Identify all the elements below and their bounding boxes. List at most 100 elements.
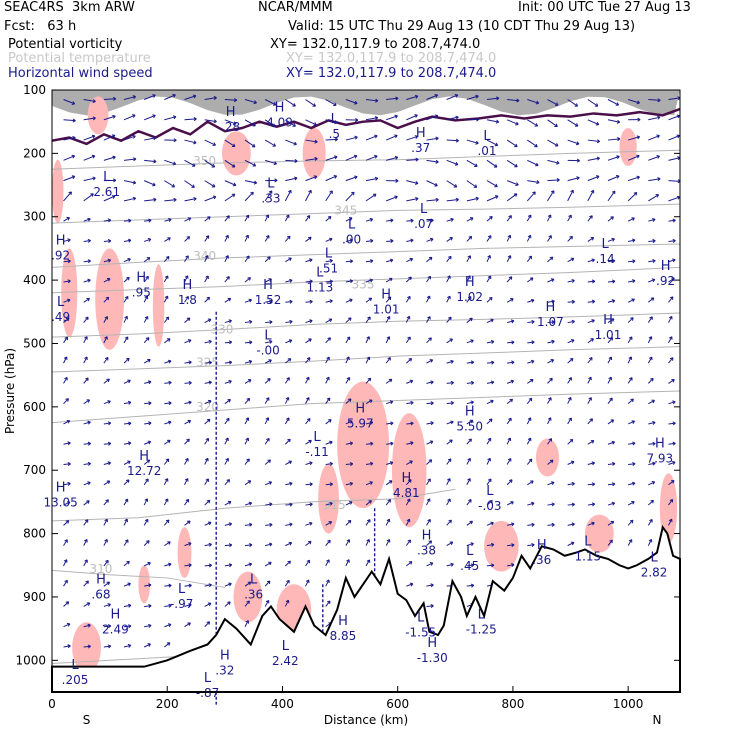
wind-vector: [103, 219, 111, 222]
wind-vector: [345, 539, 350, 546]
wind-vector-head: [185, 458, 189, 462]
wind-vector-head: [228, 522, 232, 527]
wind-vector-head: [148, 603, 152, 608]
wind-vector: [305, 280, 313, 283]
wind-vector: [285, 119, 296, 127]
wind-vector-head: [269, 320, 273, 325]
wind-vector: [204, 159, 215, 168]
wind-vector: [365, 193, 377, 202]
wind-vector: [285, 339, 293, 344]
wind-vector-head: [107, 238, 112, 243]
wind-vector-head: [104, 356, 109, 361]
init-time: Init: 00 UTC Tue 27 Aug 13: [518, 0, 691, 15]
wind-vector: [466, 180, 478, 188]
wind-vector: [164, 381, 172, 384]
wind-vector: [426, 94, 438, 100]
wind-vector-head: [349, 481, 354, 486]
wind-vector: [143, 540, 150, 546]
wind-vector-head: [447, 458, 452, 462]
wind-vector-head: [493, 164, 498, 168]
wind-vector-head: [535, 100, 540, 105]
wind-vector: [224, 119, 237, 125]
wind-vector: [325, 280, 333, 283]
wind-vector: [264, 397, 270, 404]
wind-vector-head: [269, 339, 273, 344]
wind-vector-head: [268, 359, 272, 363]
wind-vector-head: [308, 189, 312, 194]
wind-vector: [668, 240, 676, 242]
x-tick-label: 0: [48, 697, 56, 711]
wind-vector-head: [408, 276, 412, 281]
wind-vector: [63, 420, 70, 425]
theta-contour: [51, 266, 681, 294]
wind-vector-head: [549, 256, 554, 261]
wind-vector: [123, 357, 130, 364]
pv-fill-blob: [221, 131, 251, 176]
wind-vector-head: [389, 461, 394, 466]
wind-vector-head: [611, 461, 616, 466]
wind-vector-head: [628, 336, 633, 340]
wind-vector-head: [71, 101, 76, 105]
extrema-layer: L2.61L.33L.00L.07L.14H.92H.92L.51H.95 H1.…: [43, 101, 675, 700]
model-title: SEAC4RS 3km ARW: [4, 0, 135, 15]
wind-vector-head: [672, 421, 676, 426]
wind-vector: [184, 118, 197, 121]
wind-vector-head: [285, 599, 290, 604]
wind-vector-head: [390, 218, 394, 223]
wind-vector-head: [590, 189, 595, 194]
wind-vector: [143, 643, 151, 648]
wind-vector-head: [631, 298, 635, 303]
wind-vector: [365, 279, 373, 283]
valid-time: Valid: 15 UTC Thu 29 Aug 13 (10 CDT Thu …: [288, 19, 636, 34]
wind-vector-head: [328, 521, 333, 525]
wind-vector-head: [531, 542, 535, 547]
wind-vector-head: [132, 95, 137, 100]
wind-vector: [628, 280, 636, 283]
wind-vector: [325, 419, 332, 425]
wind-vector-head: [333, 174, 338, 179]
wind-vector-head: [651, 278, 656, 283]
wind-vector: [184, 458, 189, 465]
wind-vector: [426, 137, 439, 141]
wind-vector: [446, 498, 451, 506]
wind-vector: [345, 191, 355, 202]
wind-vector: [426, 498, 431, 506]
wind-vector: [143, 359, 151, 364]
wind-vector: [123, 401, 131, 405]
wind-vector-head: [530, 480, 534, 484]
field-xy-pv: XY= 132.0,117.9 to 208.7,474.0: [270, 37, 481, 52]
wind-vector-head: [104, 518, 108, 523]
wind-vector: [164, 94, 176, 100]
wind-vector-head: [527, 437, 532, 442]
wind-vector: [426, 562, 434, 567]
wind-vector-head: [106, 480, 111, 484]
wind-vector: [325, 216, 332, 222]
wind-vector-layer: [63, 93, 681, 705]
wind-vector-head: [225, 255, 229, 259]
wind-vector: [123, 258, 131, 263]
wind-vector-head: [390, 441, 394, 446]
wind-vector: [668, 336, 673, 344]
wind-vector: [224, 583, 232, 587]
extremum-marker: L: [316, 265, 324, 280]
wind-vector: [385, 518, 390, 526]
y-tick-label: 900: [23, 590, 46, 604]
wind-vector-head: [251, 143, 256, 148]
wind-vector-head: [168, 217, 172, 222]
wind-vector-head: [567, 397, 572, 401]
wind-vector-head: [107, 644, 112, 649]
wind-vector: [265, 300, 273, 303]
wind-vector-head: [455, 115, 459, 120]
wind-vector: [668, 97, 681, 101]
wind-vector: [83, 580, 89, 587]
wind-vector-head: [632, 461, 636, 467]
wind-vector: [224, 180, 237, 186]
wind-vector-head: [206, 499, 211, 504]
wind-vector-head: [632, 279, 636, 284]
wind-vector: [224, 99, 237, 101]
wind-vector: [204, 418, 211, 425]
wind-vector: [627, 192, 638, 202]
wind-vector: [547, 300, 555, 303]
wind-vector: [83, 399, 90, 405]
